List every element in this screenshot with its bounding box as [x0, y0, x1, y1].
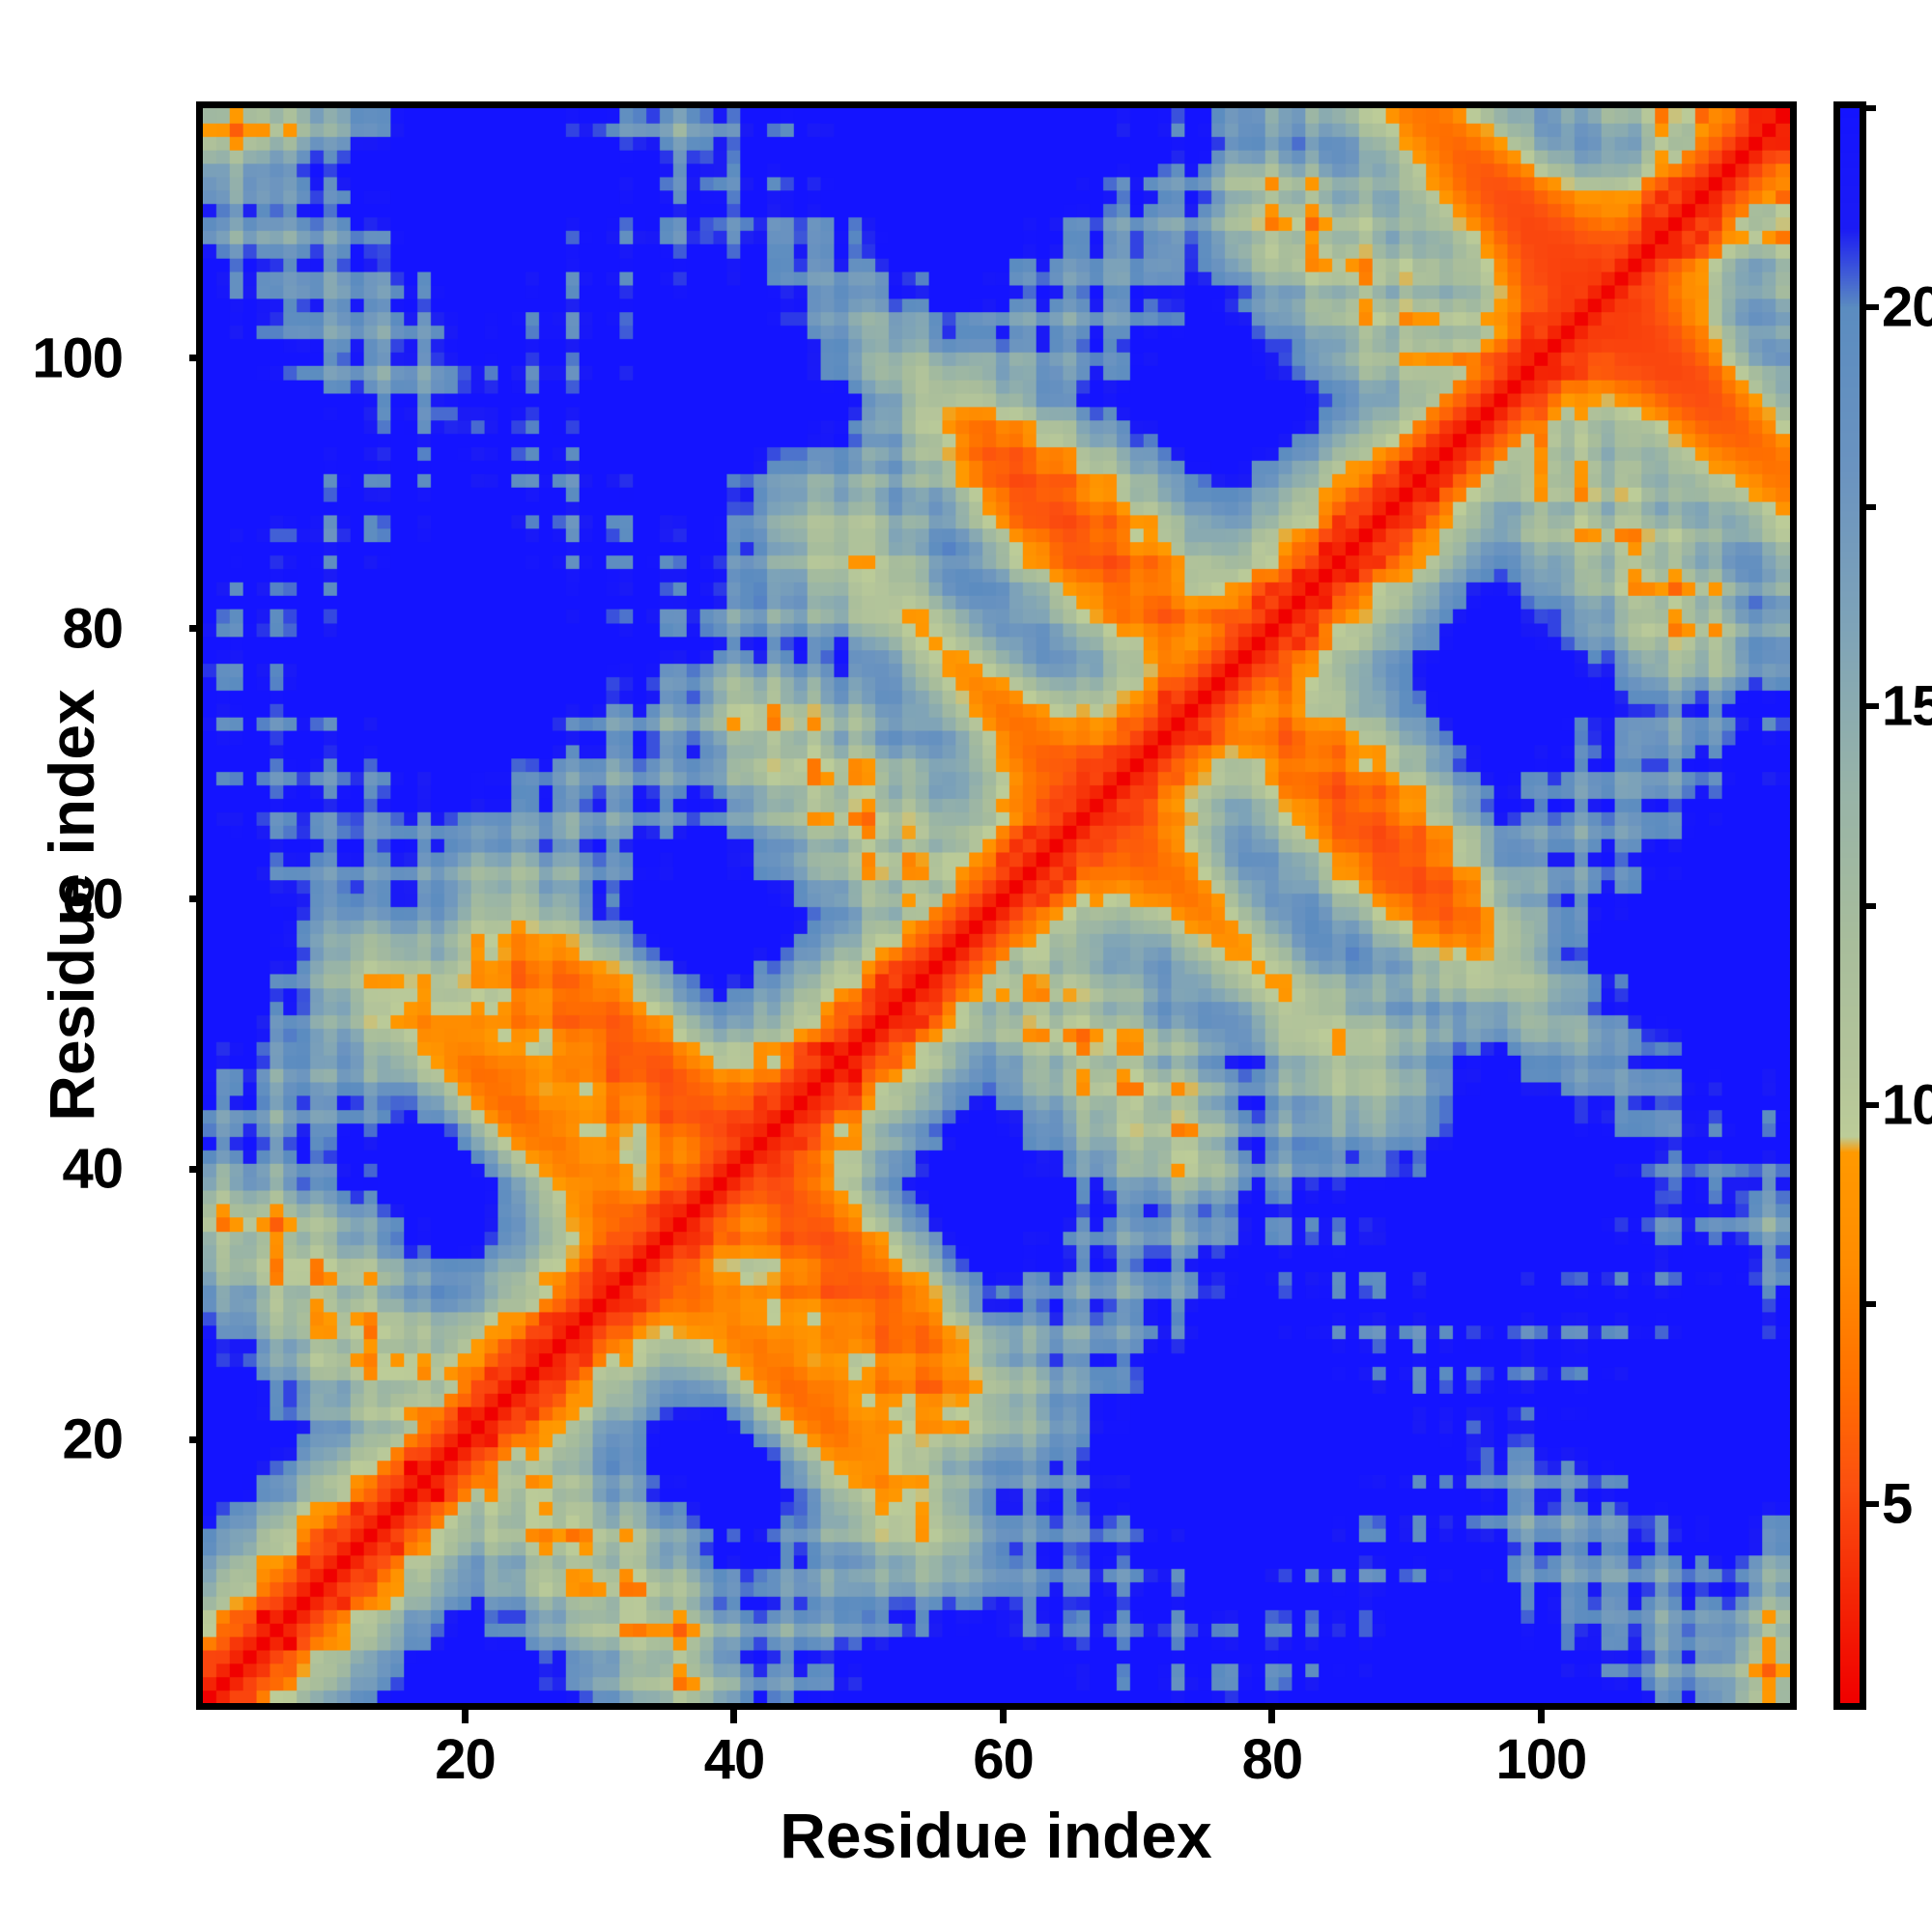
residue-distance-heatmap [203, 108, 1790, 1703]
y-tick-label-40: 40 [62, 1137, 124, 1201]
colorbar-minor-tick [1866, 503, 1876, 510]
y-tick-100 [189, 355, 203, 362]
y-tick-60 [189, 895, 203, 902]
y-tick-label-100: 100 [32, 327, 124, 390]
colorbar-tick-15 [1866, 703, 1879, 710]
colorbar-minor-tick [1866, 1301, 1876, 1308]
x-tick-80 [1268, 1710, 1276, 1723]
colorbar-frame [1833, 101, 1866, 1710]
y-axis-title: Residue index [36, 689, 107, 1122]
x-tick-label-40: 40 [703, 1728, 766, 1791]
x-tick-label-20: 20 [435, 1728, 497, 1791]
x-tick-40 [730, 1710, 738, 1723]
y-tick-label-20: 20 [62, 1407, 124, 1471]
x-tick-label-80: 80 [1241, 1728, 1304, 1791]
colorbar-tick-5 [1866, 1500, 1879, 1507]
y-tick-label-80: 80 [62, 597, 124, 661]
x-tick-label-60: 60 [973, 1728, 1035, 1791]
y-tick-80 [189, 625, 203, 633]
x-tick-60 [999, 1710, 1007, 1723]
y-tick-40 [189, 1165, 203, 1173]
colorbar-minor-tick [1866, 105, 1876, 111]
x-tick-20 [462, 1710, 469, 1723]
x-axis-title: Residue index [780, 1800, 1212, 1871]
colorbar-tick-label-10: 10 [1882, 1073, 1932, 1137]
x-tick-100 [1537, 1710, 1545, 1723]
y-tick-label-60: 60 [62, 867, 124, 930]
colorbar-tick-20 [1866, 304, 1879, 311]
colorbar-tick-label-20: 20 [1882, 275, 1932, 339]
colorbar-tick-label-15: 15 [1882, 674, 1932, 738]
x-tick-label-100: 100 [1495, 1728, 1588, 1791]
colorbar-gradient [1840, 108, 1860, 1703]
y-tick-20 [189, 1435, 203, 1443]
colorbar: 20 15 10 5 [1833, 101, 1932, 1710]
colorbar-tick-10 [1866, 1101, 1879, 1108]
colorbar-tick-label-5: 5 [1882, 1472, 1913, 1536]
heatmap-plot-area [196, 101, 1797, 1710]
colorbar-minor-tick [1866, 902, 1876, 909]
